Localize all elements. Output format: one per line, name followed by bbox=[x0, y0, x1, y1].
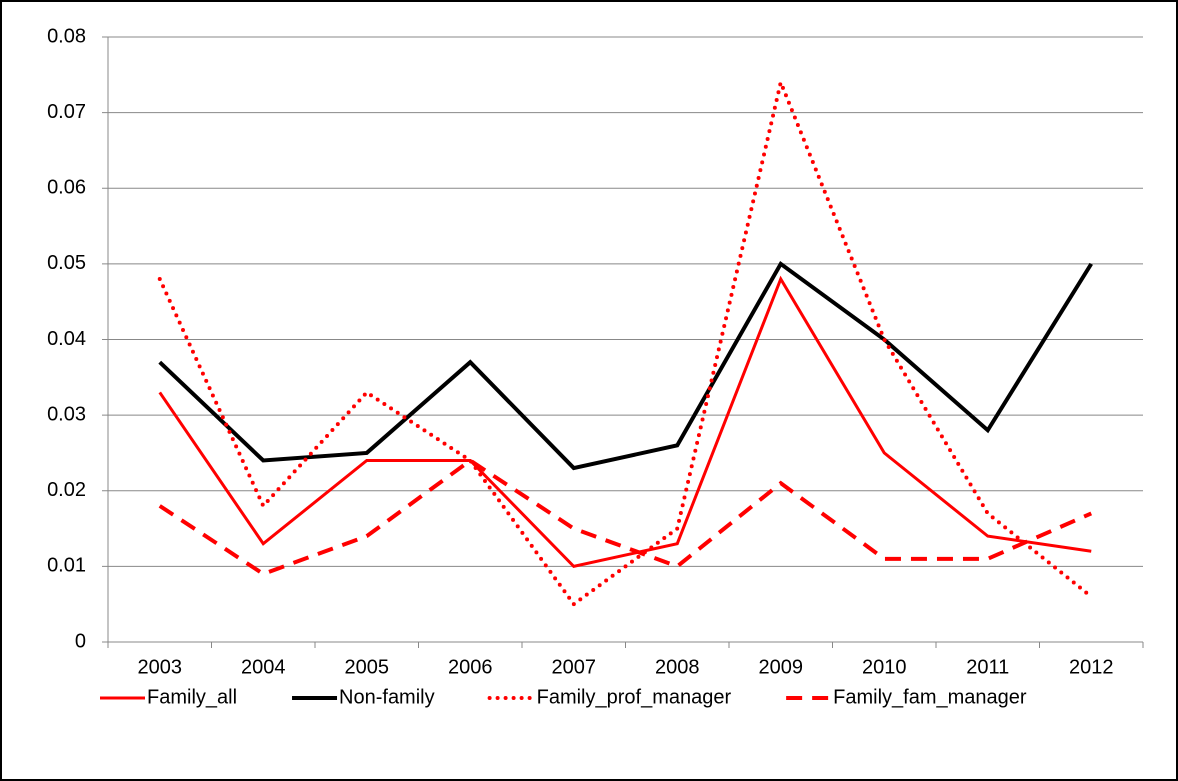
y-tick-label: 0 bbox=[75, 630, 86, 652]
y-tick-label: 0.06 bbox=[47, 177, 86, 199]
x-tick-label: 2009 bbox=[759, 656, 804, 678]
legend-label: Family_all bbox=[147, 686, 237, 708]
x-tick-label: 2005 bbox=[345, 656, 390, 678]
x-tick-label: 2004 bbox=[241, 656, 286, 678]
y-tick-label: 0.02 bbox=[47, 479, 86, 501]
y-tick-label: 0.05 bbox=[47, 252, 86, 274]
legend-label: Family_prof_manager bbox=[537, 686, 732, 708]
x-tick-label: 2003 bbox=[138, 656, 183, 678]
y-tick-label: 0.03 bbox=[47, 403, 86, 425]
y-tick-label: 0.04 bbox=[47, 328, 86, 350]
legend-label: Non-family bbox=[339, 686, 435, 708]
series-line bbox=[158, 260, 1093, 471]
legend-label: Family_fam_manager bbox=[833, 686, 1027, 708]
x-tick-label: 2008 bbox=[655, 656, 700, 678]
x-tick-label: 2007 bbox=[552, 656, 597, 678]
x-tick-label: 2010 bbox=[862, 656, 907, 678]
series-line bbox=[157, 75, 1094, 607]
x-tick-label: 2011 bbox=[966, 656, 1009, 678]
y-tick-label: 0.08 bbox=[47, 25, 86, 47]
y-tick-label: 0.01 bbox=[47, 555, 86, 577]
x-tick-label: 2012 bbox=[1069, 656, 1114, 678]
y-tick-label: 0.07 bbox=[47, 101, 86, 123]
series-line bbox=[158, 275, 1092, 569]
x-tick-label: 2006 bbox=[448, 656, 493, 678]
